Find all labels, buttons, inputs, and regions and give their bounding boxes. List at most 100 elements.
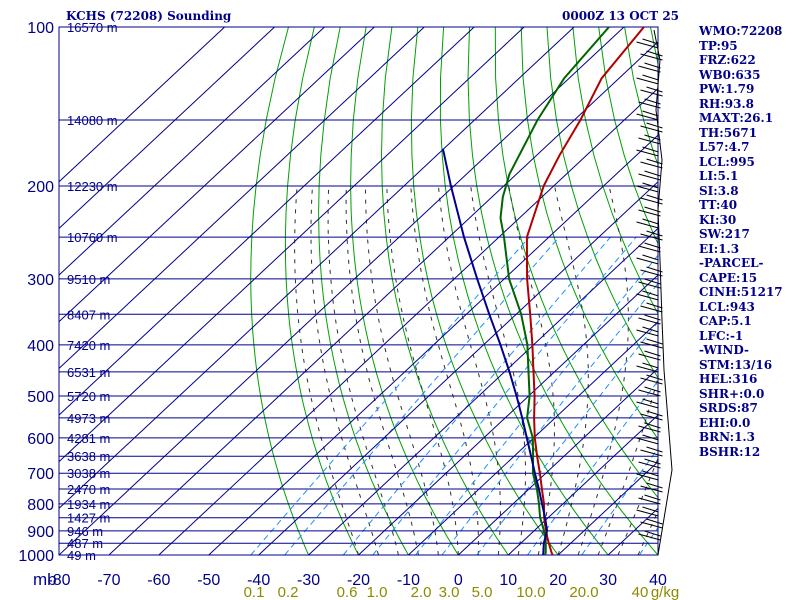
wind-barb [642,434,659,441]
wind-barb [638,353,661,361]
stat-item: CAPE:15 [699,270,758,285]
stat-item: EI:1.3 [699,241,740,256]
isotherm-line [258,181,658,555]
height-label: 10760 m [67,230,118,245]
wind-barb [636,113,659,121]
height-label: 6531 m [67,365,110,380]
mixing-ratio-label: 5.0 [472,584,493,600]
grid [58,26,659,556]
height-label: 1934 m [67,497,110,512]
stat-item: SHR+:0.0 [699,386,765,401]
pressure-tick-label: 100 [27,20,54,37]
height-label: 16570 m [67,20,118,35]
wind-barb [644,242,661,249]
wind-barb [642,326,659,333]
isotherm-line [59,27,475,416]
height-label: 14080 m [67,113,118,128]
wind-barb [638,533,661,541]
wind-barb [646,194,663,201]
pressure-tick-label: 200 [27,179,54,196]
temperature-tick-label: -20 [347,572,370,589]
stat-item: PW:1.79 [699,82,755,96]
wind-barb [638,497,661,505]
stat-item: TT:40 [699,198,738,212]
wind-barb [640,485,663,493]
height-label: 3638 m [67,449,110,464]
wind-barb [642,74,659,81]
mixing-ratio-label: 3.0 [439,584,460,600]
mixing-ratio-line [250,236,530,555]
wind-barb [638,65,661,73]
isotherm-line [358,274,658,555]
stat-item: TH:5671 [699,125,758,140]
mixing-ratio-label: 1.0 [367,584,388,600]
wind-barb [636,329,659,337]
stat-item: STM:13/16 [699,357,773,372]
height-label: 49 m [67,548,96,563]
wind-barb [642,398,659,405]
series-line-dewpoint [499,27,610,555]
wind-barb [646,410,663,417]
height-label: 7420 m [67,338,110,353]
stat-item: LCL:943 [699,299,755,314]
wind-barb [642,506,659,513]
stat-item: -PARCEL- [699,256,764,270]
wind-barb [642,110,659,117]
moist-adiabat-line [470,185,526,555]
temperature-tick-label: 10 [499,572,517,589]
height-label: 4281 m [67,431,110,446]
isotherm-line [59,27,225,183]
mixing-ratio-label: 20.0 [569,584,598,600]
mixing-ratio-label: 0.6 [337,584,358,600]
height-label: 1427 m [67,511,110,526]
wind-barb [642,182,659,189]
wind-barb [638,425,661,433]
stat-item: -WIND- [699,343,749,357]
isotherm-line [59,27,375,323]
temperature-tick-label: 0 [454,572,463,589]
temperature-tick-label: -10 [397,572,420,589]
wind-barb [644,386,661,393]
pressure-tick-label: 400 [27,338,54,355]
wind-barb [640,521,663,529]
stat-item: L57:4.7 [699,140,750,154]
wind-barb [636,77,659,85]
wind-barb [644,170,661,177]
moist-adiabat-line [554,185,589,555]
wind-barb [640,53,663,61]
mixing-ratio-line [527,380,658,555]
isotherm-line [59,27,275,230]
dry-adiabat-line [250,27,310,555]
pressure-tick-label: 1000 [18,548,54,565]
height-label: 2470 m [67,482,110,497]
isotherm-line [59,27,625,555]
wind-barb [638,101,661,109]
wind-barb [646,518,663,525]
isotherm-line [108,41,658,555]
stat-item: SI:3.8 [699,183,739,198]
moist-adiabat-line [577,185,629,555]
wind-barb [638,461,661,469]
wind-barb [640,125,663,133]
height-label: 3038 m [67,466,110,481]
wind-barb [644,530,661,537]
moist-adiabat-line [327,185,399,555]
stat-item: HEL:316 [699,372,758,386]
wind-barb [640,233,663,241]
chart-datetime: 0000Z 13 OCT 25 [562,9,679,23]
pressure-tick-label: 800 [27,497,54,514]
stat-item: FRZ:622 [699,53,756,67]
wind-barb [640,341,663,349]
stat-item: LFC:-1 [699,328,744,343]
temperature-tick-label: -40 [247,572,270,589]
stat-item: CINH:51217 [699,285,783,299]
isotherm-line [59,27,525,463]
moist-adiabat-line [508,185,555,555]
wind-barb [636,293,659,301]
stat-item: EHI:0.0 [699,415,751,430]
wind-barb [636,149,659,157]
temperature-tick-label: 30 [599,572,617,589]
wind-barb [642,470,659,477]
wind-barb [640,413,663,421]
